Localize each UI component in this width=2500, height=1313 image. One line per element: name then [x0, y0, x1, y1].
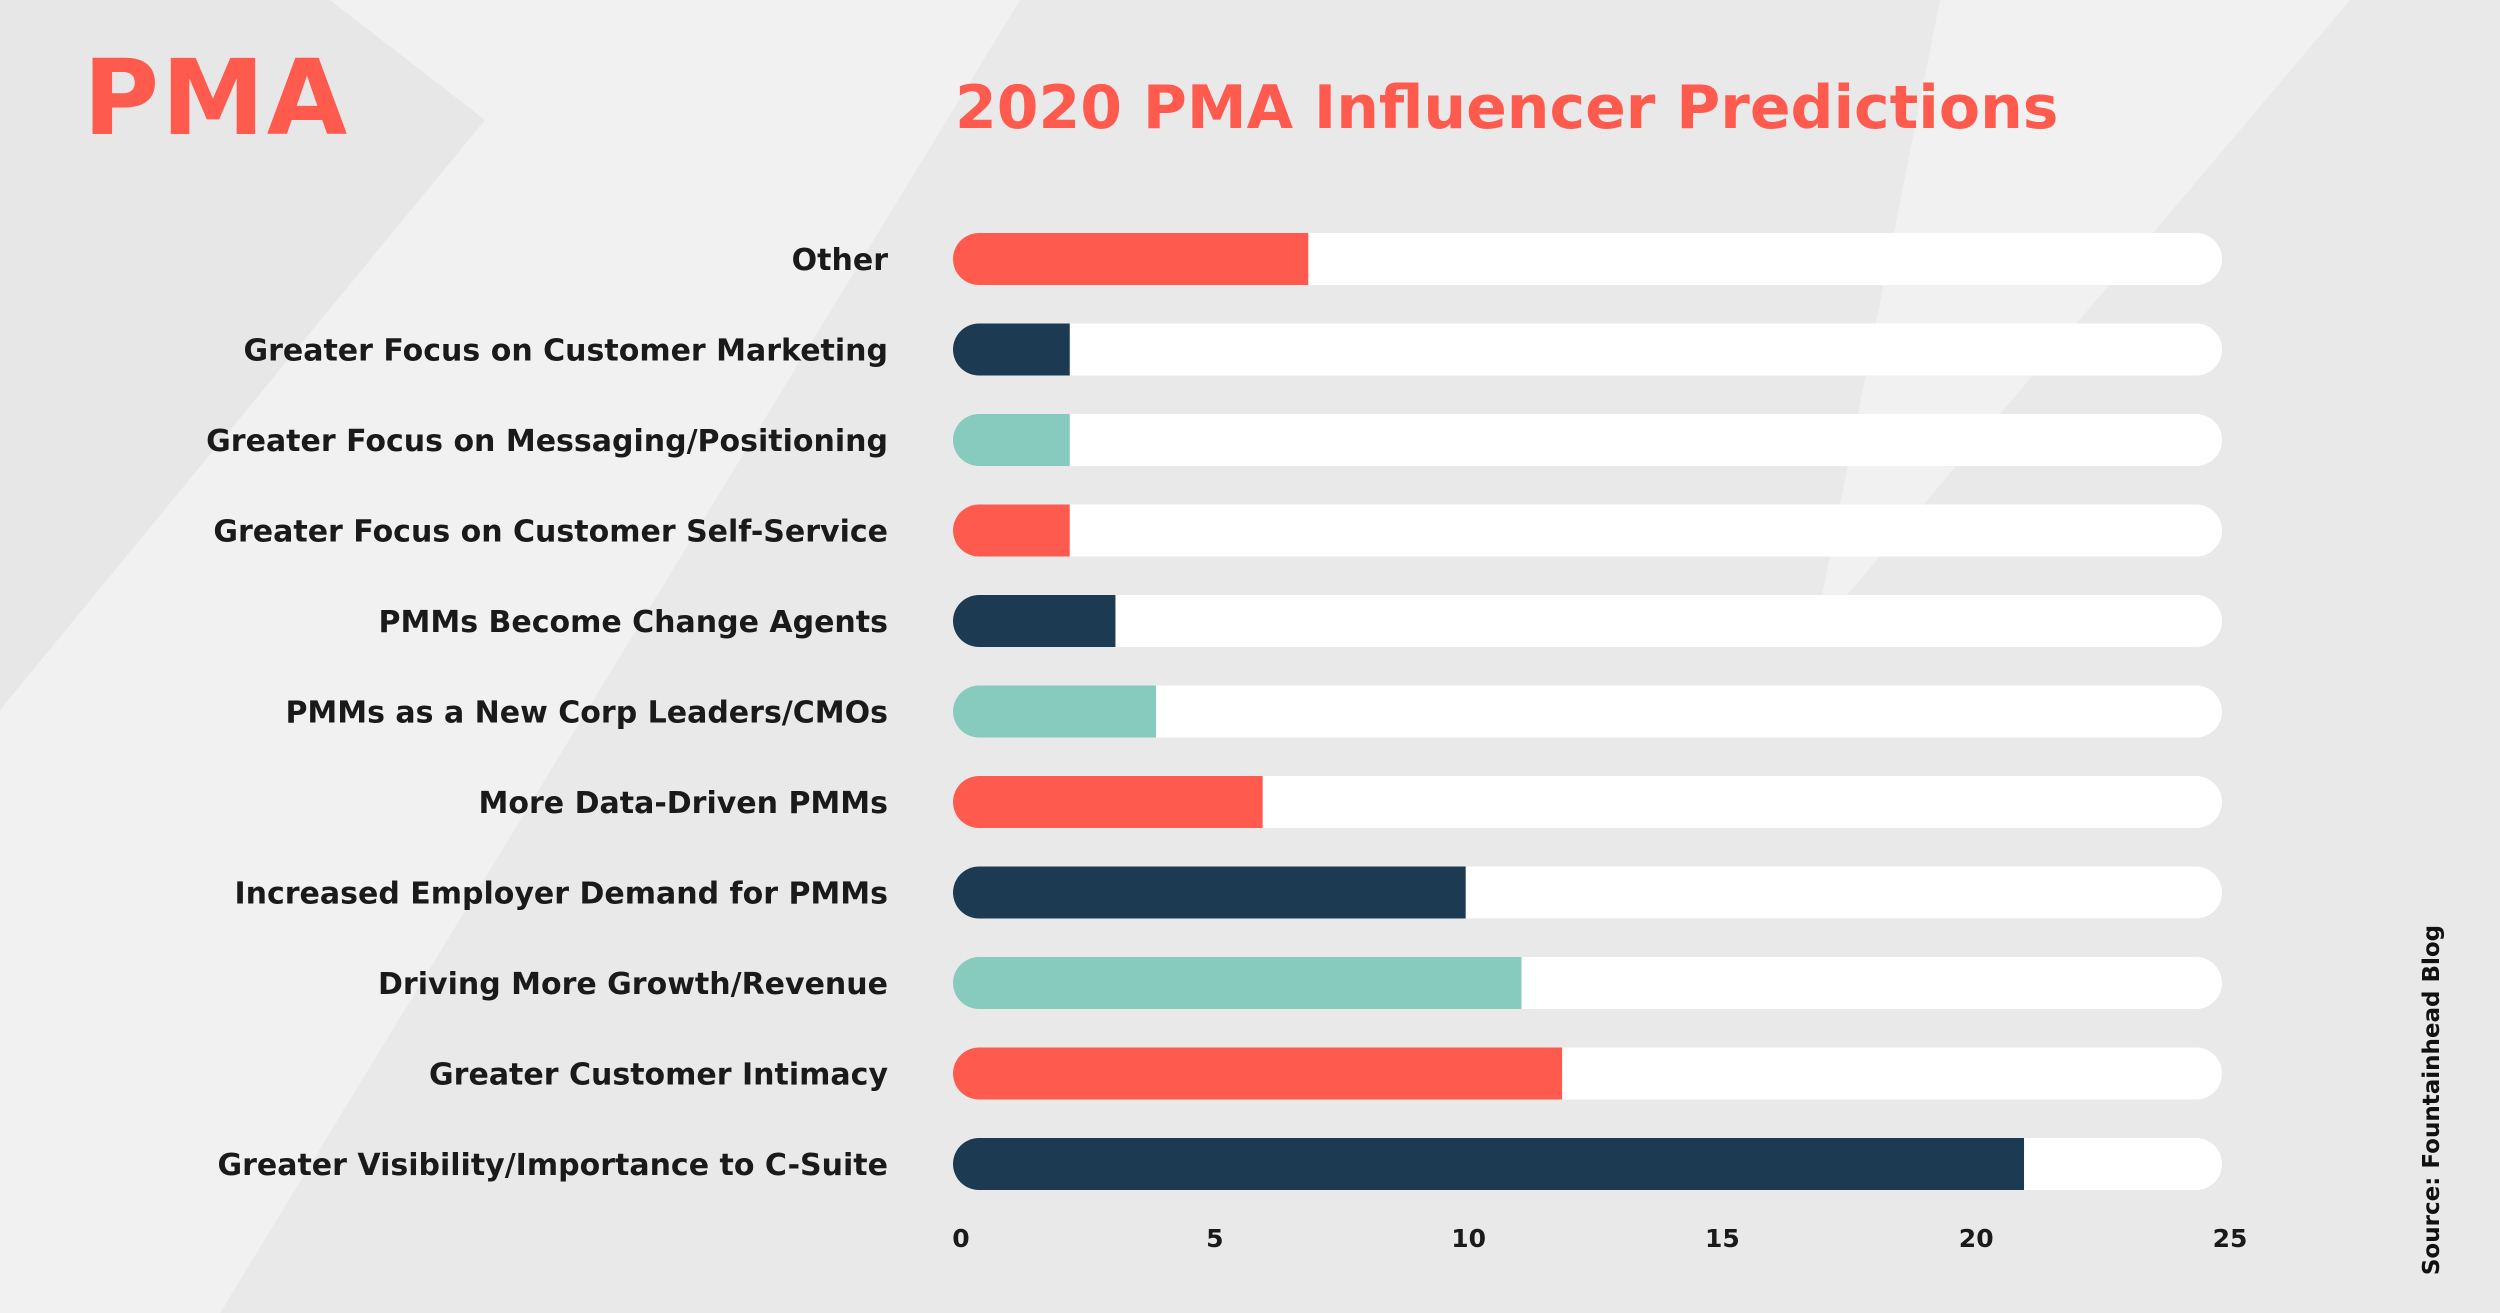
source-note: Source: Fountainhead Blog [2419, 924, 2445, 1276]
bar [953, 414, 1070, 466]
bar-track [953, 776, 2222, 828]
bar-track [953, 414, 2222, 466]
bar-track [953, 595, 2222, 647]
category-label: PMMs as a New Corp Leaders/CMOs [285, 696, 888, 731]
bar [953, 685, 1157, 738]
bar [953, 1047, 1563, 1100]
category-label: Greater Visibility/Importance to C-Suite [217, 1148, 888, 1183]
tick-label: 15 [1705, 1224, 1740, 1253]
category-label: PMMs Become Change Agents [379, 605, 889, 640]
tick-label: 20 [1959, 1224, 1994, 1253]
tick-label: 0 [952, 1224, 969, 1253]
category-label: Greater Focus on Customer Self-Service [213, 515, 888, 550]
bar [953, 776, 1263, 828]
category-label: Greater Customer Intimacy [429, 1058, 888, 1093]
category-label: Greater Focus on Messaging/Positioning [206, 424, 888, 459]
x-axis-ticks: 0 5 10 15 20 25 [952, 1224, 2247, 1253]
bar [953, 233, 1309, 285]
category-label: More Data-Driven PMMs [479, 786, 888, 821]
bar [953, 323, 1070, 376]
tick-label: 25 [2213, 1224, 2248, 1253]
bar [953, 504, 1070, 557]
category-label: Other [792, 243, 889, 278]
tick-label: 5 [1206, 1224, 1223, 1253]
category-label: Greater Focus on Customer Marketing [243, 334, 888, 369]
bar-track [953, 504, 2222, 557]
category-labels: Other Greater Focus on Customer Marketing… [206, 243, 888, 1183]
bar-track [953, 323, 2222, 376]
bar-track [953, 685, 2222, 738]
bar [953, 957, 1522, 1009]
chart-title: 2020 PMA Influencer Predictions [955, 73, 2059, 143]
category-label: Increased Employer Demand for PMMs [234, 877, 888, 912]
bars [953, 233, 2025, 1190]
bar [953, 1138, 2025, 1190]
pma-logo: PMA [83, 37, 350, 159]
bar [953, 866, 1466, 919]
category-label: Driving More Growth/Revenue [378, 967, 888, 1002]
bar [953, 595, 1116, 647]
tick-label: 10 [1451, 1224, 1486, 1253]
